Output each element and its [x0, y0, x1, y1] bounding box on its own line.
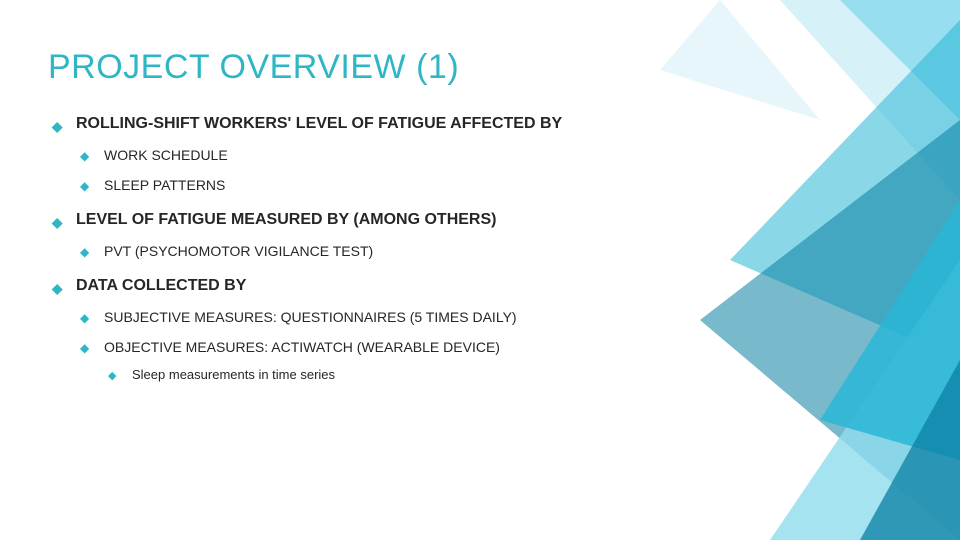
diamond-bullet-icon: ◆ [52, 282, 62, 296]
slide: PROJECT OVERVIEW (1) ◆ ROLLING-SHIFT WOR… [0, 0, 960, 540]
list-item-text: WORK SCHEDULE [104, 147, 228, 163]
list-item: ◆ SUBJECTIVE MEASURES: QUESTIONNAIRES (5… [76, 309, 730, 325]
list-item: ◆ PVT (PSYCHOMOTOR VIGILANCE TEST) [76, 243, 730, 259]
slide-title: PROJECT OVERVIEW (1) [48, 48, 730, 87]
list-item: ◆ DATA COLLECTED BY ◆ SUBJECTIVE MEASURE… [48, 277, 730, 382]
diamond-bullet-icon: ◆ [80, 181, 89, 193]
list-item-text: SLEEP PATTERNS [104, 177, 225, 193]
list-item-text: Sleep measurements in time series [132, 367, 335, 382]
list-item-text: DATA COLLECTED BY [76, 277, 246, 294]
diamond-bullet-icon: ◆ [52, 216, 62, 230]
list-item-text: PVT (PSYCHOMOTOR VIGILANCE TEST) [104, 243, 373, 259]
diamond-bullet-icon: ◆ [80, 247, 89, 259]
list-item: ◆ Sleep measurements in time series [104, 367, 730, 382]
list-item-text: OBJECTIVE MEASURES: ACTIWATCH (WEARABLE … [104, 339, 500, 355]
content-area: PROJECT OVERVIEW (1) ◆ ROLLING-SHIFT WOR… [48, 48, 730, 400]
bullet-list: ◆ ROLLING-SHIFT WORKERS' LEVEL OF FATIGU… [48, 115, 730, 382]
diamond-bullet-icon: ◆ [108, 371, 117, 382]
diamond-bullet-icon: ◆ [80, 151, 89, 163]
list-item-text: SUBJECTIVE MEASURES: QUESTIONNAIRES (5 T… [104, 309, 517, 325]
list-item: ◆ OBJECTIVE MEASURES: ACTIWATCH (WEARABL… [76, 339, 730, 382]
list-item: ◆ WORK SCHEDULE [76, 147, 730, 163]
list-item: ◆ ROLLING-SHIFT WORKERS' LEVEL OF FATIGU… [48, 115, 730, 193]
list-item: ◆ SLEEP PATTERNS [76, 177, 730, 193]
list-item-text: ROLLING-SHIFT WORKERS' LEVEL OF FATIGUE … [76, 115, 562, 132]
list-item: ◆ LEVEL OF FATIGUE MEASURED BY (AMONG OT… [48, 211, 730, 259]
diamond-bullet-icon: ◆ [80, 343, 89, 355]
list-item-text: LEVEL OF FATIGUE MEASURED BY (AMONG OTHE… [76, 211, 496, 228]
diamond-bullet-icon: ◆ [80, 313, 89, 325]
diamond-bullet-icon: ◆ [52, 120, 62, 134]
